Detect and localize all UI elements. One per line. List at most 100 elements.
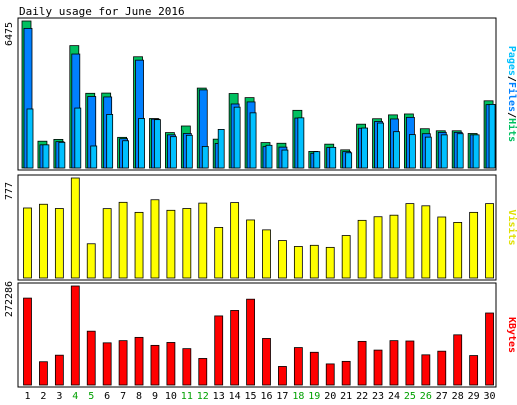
bar-kbytes-day-11 bbox=[182, 348, 192, 386]
panel-kbytes: 272286 KBytes bbox=[4, 281, 517, 388]
bar-kbytes-day-25 bbox=[405, 340, 415, 386]
bar-kbytes-day-20 bbox=[325, 363, 335, 386]
bar-kbytes-day-23 bbox=[373, 349, 383, 386]
bar-visits-day-23 bbox=[373, 216, 383, 279]
bar-kbytes-day-17 bbox=[278, 366, 287, 386]
bar-kbytes-day-22 bbox=[357, 340, 367, 386]
bar-pages-day-23 bbox=[377, 122, 384, 169]
bar-pages-day-2 bbox=[42, 144, 50, 169]
bar-pages-day-6 bbox=[106, 114, 114, 169]
panel-kbytes-ymax-label: 272286 bbox=[4, 281, 15, 317]
bar-kbytes-day-8 bbox=[134, 336, 144, 386]
bar-visits-day-18 bbox=[293, 246, 303, 279]
bar-visits-day-5 bbox=[86, 243, 96, 279]
bar-visits-day-26 bbox=[421, 205, 431, 279]
x-tick-label-24: 24 bbox=[388, 391, 400, 402]
bar-visits-day-3 bbox=[54, 208, 64, 279]
bar-kbytes-day-9 bbox=[150, 344, 160, 386]
x-tick-label-15: 15 bbox=[245, 391, 257, 402]
panel-visits: 777 Visits bbox=[4, 174, 517, 281]
legend-part-0: Visits bbox=[506, 209, 517, 245]
bar-pages-day-4 bbox=[74, 107, 82, 169]
bar-pages-day-13 bbox=[217, 129, 225, 169]
bar-pages-day-14 bbox=[233, 106, 241, 169]
x-tick-label-8: 8 bbox=[136, 391, 142, 402]
bar-visits-day-1 bbox=[23, 207, 32, 279]
bar-pages-day-27 bbox=[440, 134, 448, 169]
panel-kbytes-frame bbox=[17, 282, 497, 388]
bar-visits-day-27 bbox=[437, 216, 447, 279]
bar-kbytes-day-7 bbox=[118, 340, 128, 386]
x-tick-label-11: 11 bbox=[181, 391, 193, 402]
legend-part-3: / bbox=[506, 112, 517, 118]
bar-pages-day-19 bbox=[313, 151, 321, 169]
x-tick-label-5: 5 bbox=[88, 391, 94, 402]
bar-visits-day-6 bbox=[102, 208, 112, 279]
panel-kbytes-legend: KBytes bbox=[506, 317, 517, 353]
x-tick-label-10: 10 bbox=[165, 391, 177, 402]
bar-kbytes-day-26 bbox=[421, 354, 431, 386]
panel-visits-legend: Visits bbox=[506, 209, 517, 245]
x-tick-label-1: 1 bbox=[24, 391, 30, 402]
panel-visits-ymax-label: 777 bbox=[4, 182, 15, 200]
x-tick-label-18: 18 bbox=[292, 391, 304, 402]
bar-visits-day-19 bbox=[309, 244, 319, 279]
bar-visits-day-30 bbox=[485, 203, 494, 279]
bar-kbytes-day-6 bbox=[102, 342, 112, 386]
legend-part-0: KBytes bbox=[506, 317, 517, 353]
bar-pages-day-18 bbox=[297, 117, 305, 169]
x-tick-label-7: 7 bbox=[120, 391, 126, 402]
bar-kbytes-day-28 bbox=[453, 334, 463, 386]
bar-pages-day-15 bbox=[249, 112, 257, 169]
bar-pages-day-5 bbox=[90, 145, 98, 169]
bar-pages-day-28 bbox=[456, 133, 464, 169]
bar-pages-day-7 bbox=[122, 140, 129, 169]
x-tick-label-25: 25 bbox=[404, 391, 416, 402]
bar-pages-day-8 bbox=[138, 118, 145, 169]
x-tick-label-16: 16 bbox=[260, 391, 272, 402]
bar-kbytes-day-10 bbox=[166, 342, 176, 386]
bar-kbytes-day-5 bbox=[86, 330, 96, 386]
bar-visits-day-14 bbox=[230, 202, 240, 279]
bar-kbytes-day-3 bbox=[54, 354, 64, 386]
bar-pages-day-21 bbox=[345, 152, 353, 169]
bar-pages-day-22 bbox=[361, 127, 369, 169]
x-tick-label-19: 19 bbox=[308, 391, 320, 402]
bar-visits-day-10 bbox=[166, 209, 176, 279]
x-tick-label-29: 29 bbox=[468, 391, 480, 402]
x-tick-label-9: 9 bbox=[152, 391, 158, 402]
bar-kbytes-day-19 bbox=[309, 351, 319, 386]
panel-hits-legend: Pages/Files/Hits bbox=[506, 46, 517, 142]
legend-part-1: / bbox=[506, 76, 517, 82]
x-tick-label-4: 4 bbox=[72, 391, 78, 402]
x-tick-label-3: 3 bbox=[56, 391, 62, 402]
bar-pages-day-20 bbox=[329, 146, 337, 169]
bar-visits-day-24 bbox=[389, 214, 399, 279]
bar-pages-day-10 bbox=[169, 136, 177, 169]
x-tick-label-26: 26 bbox=[420, 391, 432, 402]
bar-kbytes-day-4 bbox=[70, 285, 80, 386]
bar-kbytes-day-2 bbox=[39, 361, 48, 386]
bar-visits-day-28 bbox=[453, 222, 463, 279]
x-tick-labels: 1 2 3 4 5 6 7 8 9 10 11 12 13 14 15 16 17 18 19 20 21 22 23 24 2… bbox=[24, 391, 495, 402]
bar-pages-day-16 bbox=[265, 144, 273, 169]
bar-visits-day-15 bbox=[246, 219, 255, 279]
bar-pages-day-29 bbox=[472, 134, 480, 169]
bar-pages-day-9 bbox=[154, 119, 161, 169]
x-tick-label-2: 2 bbox=[40, 391, 46, 402]
bar-visits-day-29 bbox=[469, 211, 479, 279]
x-tick-label-21: 21 bbox=[340, 391, 352, 402]
bar-visits-day-11 bbox=[182, 208, 192, 279]
x-tick-label-28: 28 bbox=[452, 391, 464, 402]
bar-kbytes-day-15 bbox=[246, 298, 255, 386]
bar-visits-day-17 bbox=[278, 240, 287, 279]
bar-kbytes-day-30 bbox=[485, 312, 494, 386]
bar-visits-day-4 bbox=[70, 177, 80, 279]
panel-hits-frame bbox=[17, 17, 497, 171]
x-tick-label-17: 17 bbox=[276, 391, 288, 402]
bar-visits-day-2 bbox=[39, 203, 48, 279]
